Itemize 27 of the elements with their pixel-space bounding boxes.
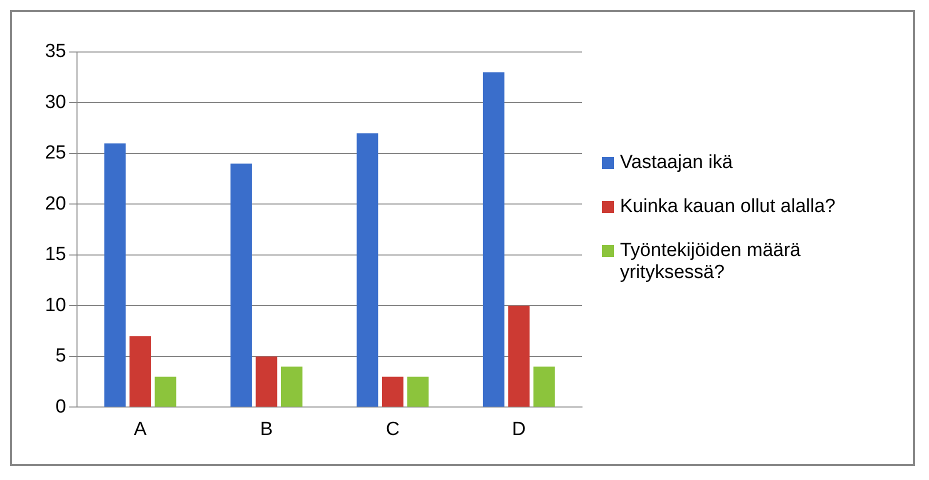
y-tick-label: 0	[56, 396, 66, 418]
bar	[230, 164, 252, 407]
bar	[130, 336, 151, 407]
y-tick-label: 35	[44, 41, 66, 62]
x-tick-label: D	[512, 418, 526, 440]
x-tick-label: A	[134, 418, 147, 440]
bar	[256, 356, 278, 407]
y-tick-label: 10	[44, 294, 66, 316]
legend-label: Kuinka kauan ollut alalla?	[620, 196, 836, 218]
x-tick-label: B	[260, 418, 273, 440]
bar	[154, 376, 176, 407]
x-tick-label: C	[386, 418, 400, 440]
bar	[407, 376, 429, 407]
bar	[280, 366, 302, 407]
bar	[104, 143, 126, 407]
y-tick-label: 15	[44, 244, 66, 266]
y-tick-label: 20	[44, 193, 66, 214]
y-tick-label: 25	[44, 142, 66, 164]
legend-label: Työntekijöiden määrä yrityksessä?	[620, 240, 802, 284]
y-tick-label: 5	[56, 346, 66, 367]
legend-label: Vastaajan ikä	[620, 152, 733, 174]
y-tick-label: 30	[44, 92, 66, 113]
bar	[356, 133, 378, 407]
bar	[533, 366, 555, 407]
bar	[382, 376, 404, 407]
bar	[482, 72, 504, 407]
bar	[508, 306, 530, 407]
